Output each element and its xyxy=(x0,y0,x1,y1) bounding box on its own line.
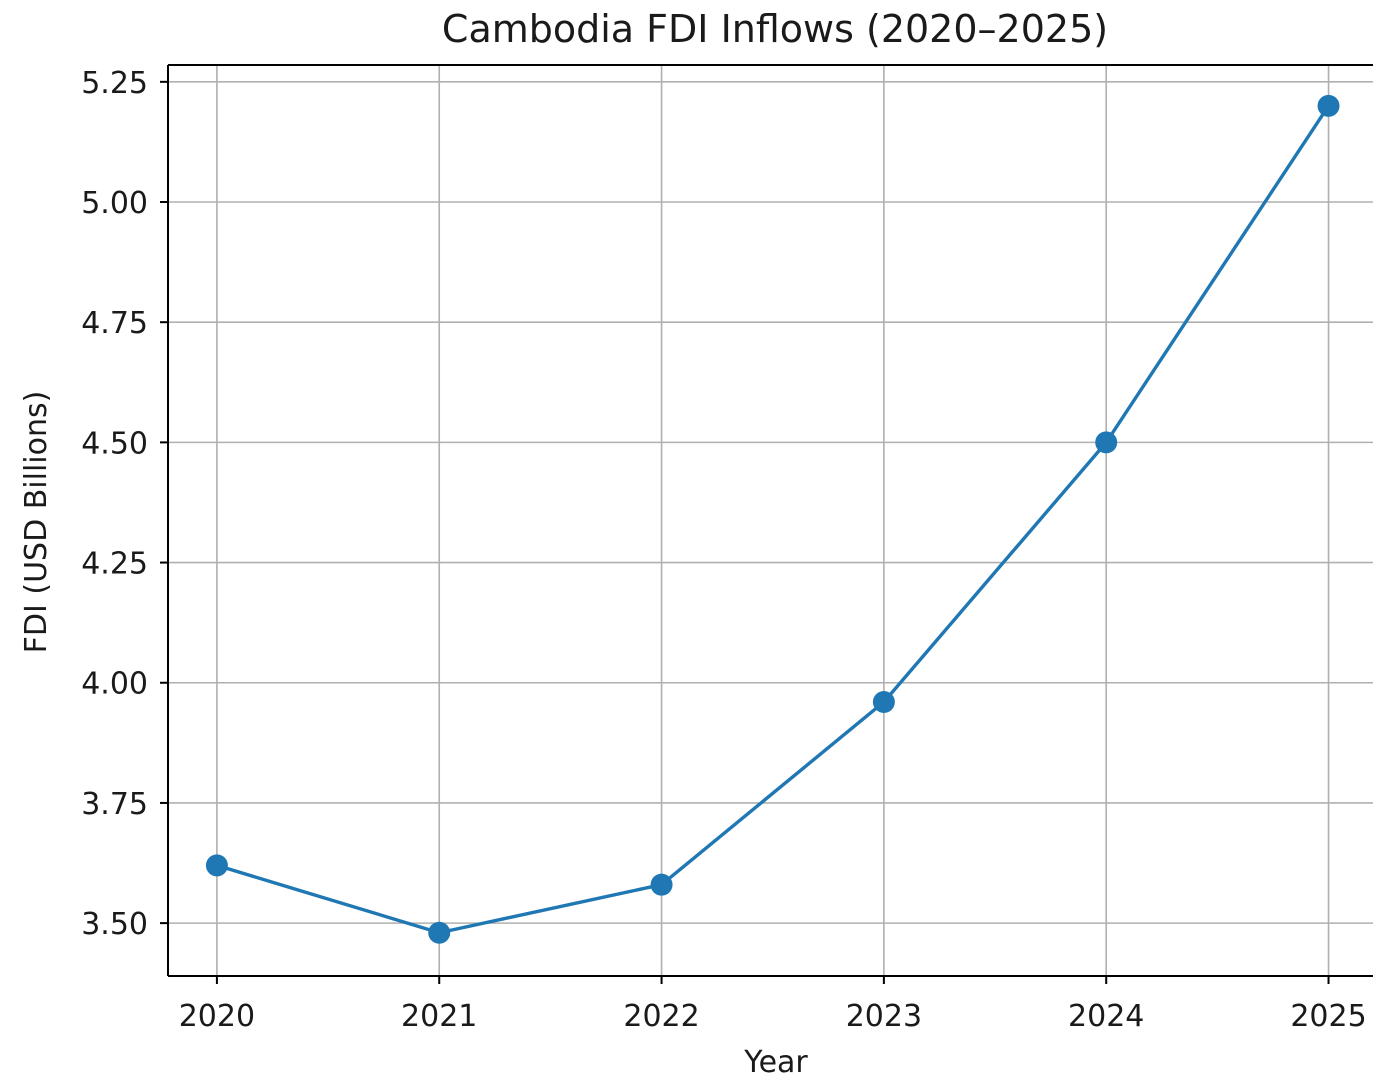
x-tick-label: 2023 xyxy=(846,999,922,1034)
y-tick-label: 3.50 xyxy=(81,907,148,942)
x-tick-label: 2021 xyxy=(401,999,477,1034)
data-point xyxy=(1317,94,1340,117)
data-point xyxy=(205,854,228,877)
y-tick-label: 3.75 xyxy=(81,787,148,822)
y-axis-title: FDI (USD Billions) xyxy=(19,391,54,654)
y-tick-label: 4.50 xyxy=(81,426,148,461)
series-layer xyxy=(205,94,1340,944)
x-tick-label: 2025 xyxy=(1290,999,1366,1034)
x-tick-label: 2024 xyxy=(1068,999,1144,1034)
tick-label-layer: 2020 2021 2022 2023 2024 2025 3.50 3.75 4.00 4.25… xyxy=(81,66,1367,1034)
series-line xyxy=(216,104,1330,935)
y-tick-label: 4.00 xyxy=(81,667,148,702)
x-tick-label: 2022 xyxy=(623,999,699,1034)
x-axis-title: Year xyxy=(743,1045,808,1080)
chart-title: Cambodia FDI Inflows (2020–2025) xyxy=(442,7,1108,51)
y-tick-label: 4.25 xyxy=(81,547,148,582)
y-tick-label: 5.25 xyxy=(81,66,148,101)
y-tick-label: 5.00 xyxy=(81,186,148,221)
axis-layer xyxy=(160,64,1373,984)
y-tick-label: 4.75 xyxy=(81,306,148,341)
data-point xyxy=(650,873,673,896)
grid-layer xyxy=(168,65,1373,976)
data-point xyxy=(428,921,451,944)
x-tick-label: 2020 xyxy=(179,999,255,1034)
data-point xyxy=(1095,431,1118,454)
data-point xyxy=(872,690,895,713)
